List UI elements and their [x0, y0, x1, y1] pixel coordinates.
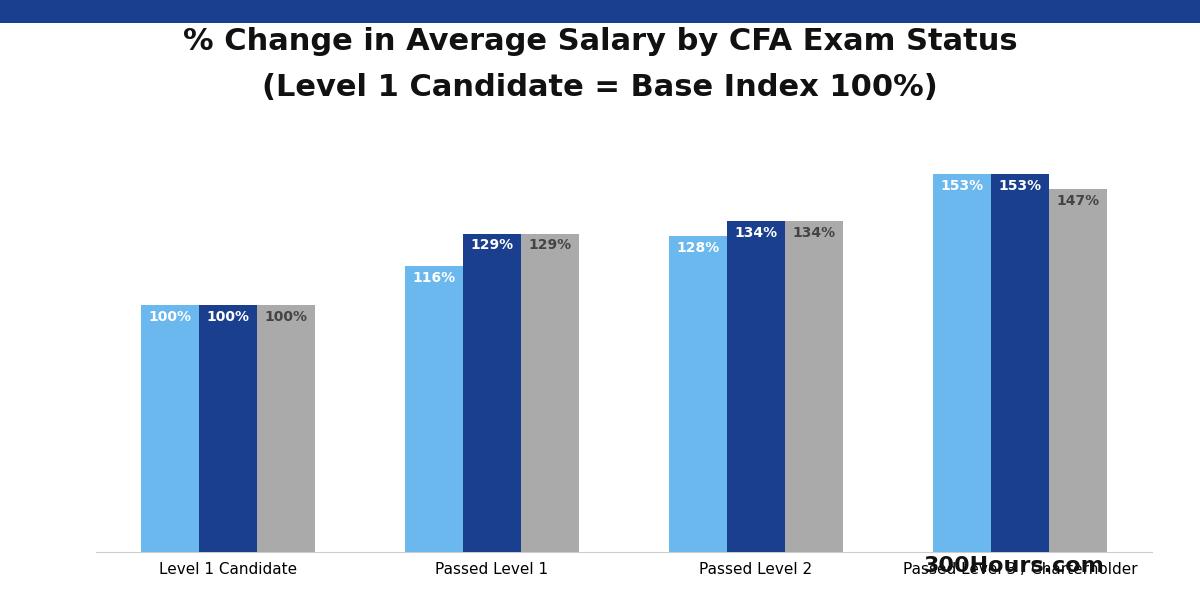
Text: 100%: 100%: [264, 310, 307, 324]
Bar: [668, 236, 727, 552]
Legend: 2021, 2022, 2023: 2021, 2022, 2023: [488, 0, 760, 22]
Text: 129%: 129%: [470, 238, 514, 253]
Text: 153%: 153%: [941, 179, 984, 193]
Bar: [727, 221, 785, 552]
Bar: [463, 233, 521, 552]
Bar: [257, 305, 316, 552]
Bar: [1049, 189, 1108, 552]
Text: 100%: 100%: [206, 310, 250, 324]
Text: (Level 1 Candidate = Base Index 100%): (Level 1 Candidate = Base Index 100%): [262, 73, 938, 101]
Text: 300Hours.com: 300Hours.com: [923, 556, 1104, 576]
Bar: [932, 175, 991, 552]
Text: 129%: 129%: [528, 238, 571, 253]
Text: 134%: 134%: [734, 226, 778, 240]
Bar: [785, 221, 844, 552]
Text: % Change in Average Salary by CFA Exam Status: % Change in Average Salary by CFA Exam S…: [182, 28, 1018, 56]
Bar: [404, 266, 463, 552]
Text: 100%: 100%: [149, 310, 192, 324]
Bar: [199, 305, 257, 552]
Bar: [521, 233, 580, 552]
Bar: [991, 175, 1049, 552]
Text: 116%: 116%: [413, 271, 456, 284]
Text: 128%: 128%: [677, 241, 720, 255]
Text: 147%: 147%: [1056, 194, 1099, 208]
Text: 153%: 153%: [998, 179, 1042, 193]
Text: 134%: 134%: [792, 226, 835, 240]
Bar: [140, 305, 199, 552]
